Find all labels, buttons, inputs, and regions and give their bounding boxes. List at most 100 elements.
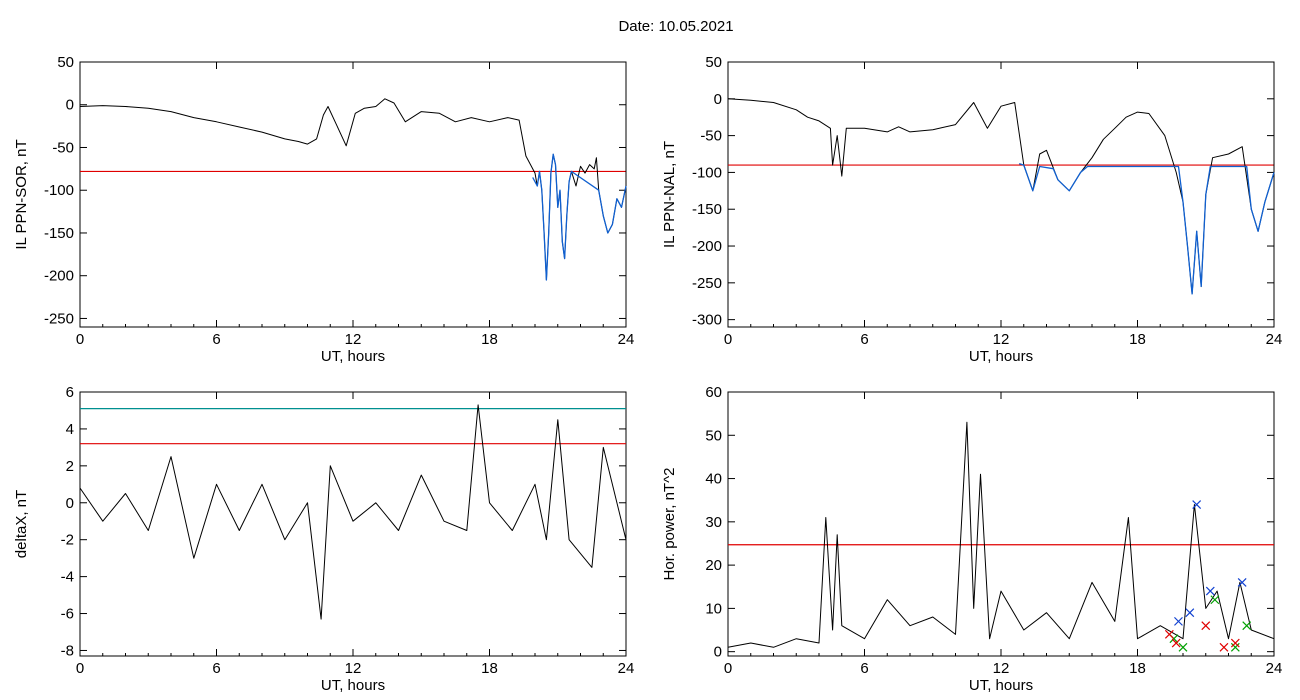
x-tick-label: 0 [724,660,732,677]
x-tick-label: 6 [212,331,220,348]
chart-panel-1: 0 6 12 18 24 50 0 -50 -100 -150 -200 -250 UT, hours I… [13,54,634,365]
data-line [79,404,627,620]
y-axis-label: Hor. power, nT^2 [661,468,678,581]
marker-blue [1205,586,1215,596]
marker-red [1171,638,1181,648]
y-tick-label: -100 [692,164,722,181]
y-tick-label: -100 [44,182,74,199]
marker-red [1164,629,1174,639]
x-tick-label: 18 [1129,660,1146,677]
marker-green [1230,642,1240,652]
y-tick-label: -4 [61,569,74,586]
marker-stroke [1169,634,1179,644]
marker-stroke [1201,621,1211,631]
y-tick-label: 0 [66,495,74,512]
marker-red [1230,638,1240,648]
y-tick-label: -150 [44,225,74,242]
marker-stroke [1230,638,1240,648]
highlight-line [532,153,627,281]
x-tick-label: 12 [993,331,1010,348]
marker-stroke [1185,608,1195,618]
x-tick-label: 6 [212,660,220,677]
y-tick-label: -2 [61,532,74,549]
data-line [79,98,627,281]
y-tick-label: 50 [705,427,722,444]
marker-red [1219,642,1229,652]
chart-panel-2: 0 6 12 18 24 50 0 -50 -100 -150 -200 -250 -300 UT, ho… [661,54,1282,365]
marker-green [1178,642,1188,652]
marker-stroke [1164,629,1174,639]
y-tick-label: 30 [705,514,722,531]
marker-stroke [1174,616,1183,626]
y-tick-label: 60 [705,384,722,401]
data-line [727,421,1275,648]
y-tick-label: 0 [714,644,722,661]
y-tick-label: -50 [52,139,74,156]
x-tick-label: 18 [1129,331,1146,348]
x-axis-label: UT, hours [969,677,1033,694]
marker-blue [1237,578,1247,587]
plot-frame [79,61,627,328]
marker-stroke [1210,595,1220,605]
y-tick-label: -6 [61,606,74,623]
y-tick-label: 40 [705,471,722,488]
y-tick-label: 50 [705,54,722,71]
marker-stroke [1178,642,1188,652]
x-tick-label: 18 [481,331,498,348]
chart-panel-4: 0 6 12 18 24 60 50 40 30 20 10 0 UT, hours Hor. power… [661,384,1282,694]
y-tick-label: 2 [66,458,74,475]
y-tick-label: 6 [66,384,74,401]
x-tick-label: 24 [618,660,635,677]
y-tick-label: -8 [61,642,74,659]
y-tick-label: 50 [57,54,74,71]
marker-stroke [1230,642,1240,652]
y-axis-label: IL PPN-NAL, nT [661,141,678,248]
y-axis-label: deltaX, nT [13,490,30,558]
y-tick-label: -200 [692,238,722,255]
y-tick-label: -250 [692,275,722,292]
x-tick-label: 0 [724,331,732,348]
chart-panel-3: 0 6 12 18 24 6 4 2 0 -2 -4 -6 -8 UT, hours deltaX, nT [13,384,634,694]
y-tick-label: 10 [705,600,722,617]
y-tick-label: 4 [66,421,74,438]
x-tick-label: 6 [860,660,868,677]
y-tick-label: 0 [66,97,74,114]
x-tick-label: 18 [481,660,498,677]
marker-red [1201,621,1211,631]
plot-frame [79,391,627,657]
y-tick-label: 20 [705,557,722,574]
x-axis-label: UT, hours [321,677,385,694]
marker-stroke [1219,642,1229,652]
marker-stroke [1171,638,1181,648]
x-axis-label: UT, hours [321,348,385,365]
x-tick-label: 12 [993,660,1010,677]
data-line [727,98,1275,295]
x-tick-label: 12 [345,660,362,677]
x-tick-label: 0 [76,660,84,677]
y-tick-label: -150 [692,201,722,218]
x-tick-label: 6 [860,331,868,348]
x-tick-label: 0 [76,331,84,348]
y-tick-label: 0 [714,91,722,108]
marker-green [1210,595,1220,605]
y-tick-label: -200 [44,268,74,285]
marker-green [1242,621,1252,631]
marker-stroke [1205,586,1215,596]
marker-stroke [1237,578,1247,587]
marker-blue [1185,608,1195,618]
marker-stroke [1242,621,1252,631]
x-axis-label: UT, hours [969,348,1033,365]
page-title: Date: 10.05.2021 [618,18,734,35]
x-tick-label: 24 [1266,660,1283,677]
y-tick-label: -300 [692,312,722,329]
highlight-line [1018,162,1275,295]
marker-blue [1174,616,1183,626]
y-tick-label: -50 [700,128,722,145]
plot-frame [727,391,1275,657]
y-axis-label: IL PPN-SOR, nT [13,139,30,249]
marker-stroke [1192,500,1202,509]
y-tick-label: -250 [44,310,74,327]
marker-blue [1192,500,1202,509]
x-tick-label: 12 [345,331,362,348]
